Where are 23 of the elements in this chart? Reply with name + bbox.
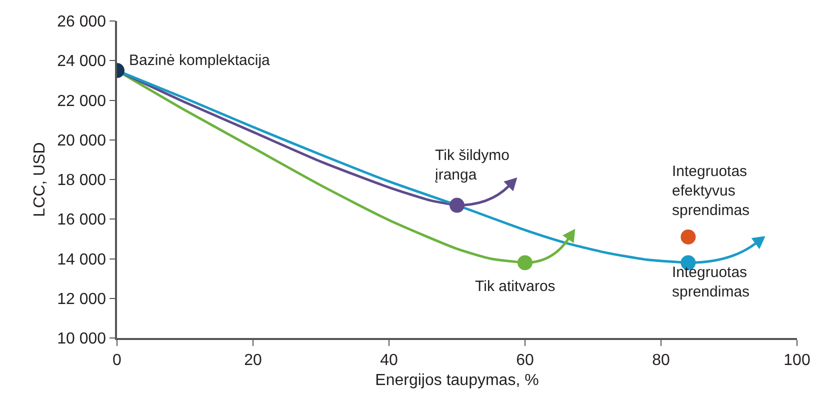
point <box>680 229 696 244</box>
y-axis-title: LCC, USD <box>32 142 49 217</box>
x-axis-title: Energijos taupymas, % <box>375 372 539 390</box>
y-tick-label: 10 000 <box>57 330 106 348</box>
annotation: Tik atitvaros <box>475 278 556 295</box>
x-tick-label: 0 <box>112 352 122 369</box>
annotation: Integruotas efektyvus sprendimas <box>672 163 750 219</box>
x-tick-label: 40 <box>380 352 398 369</box>
annotation: Bazinė komplektacija <box>129 52 271 69</box>
y-tick-label: 26 000 <box>57 14 106 31</box>
x-tick-label: 100 <box>784 352 810 369</box>
x-tick-label: 80 <box>652 352 670 369</box>
x-tick-label: 20 <box>244 352 262 369</box>
annotation: Tik šildymo įranga <box>435 147 510 184</box>
y-tick-label: 20 000 <box>57 132 106 150</box>
annotation: Integruotas sprendimas <box>672 264 750 300</box>
y-tick-label: 22 000 <box>57 92 106 110</box>
y-tick-label: 24 000 <box>57 53 106 70</box>
y-tick-label: 12 000 <box>57 290 106 308</box>
y-tick-label: 18 000 <box>57 172 106 190</box>
y-tick-label: 16 000 <box>57 212 106 229</box>
y-tick-label: 14 000 <box>57 251 106 268</box>
x-tick-label: 60 <box>516 352 534 369</box>
